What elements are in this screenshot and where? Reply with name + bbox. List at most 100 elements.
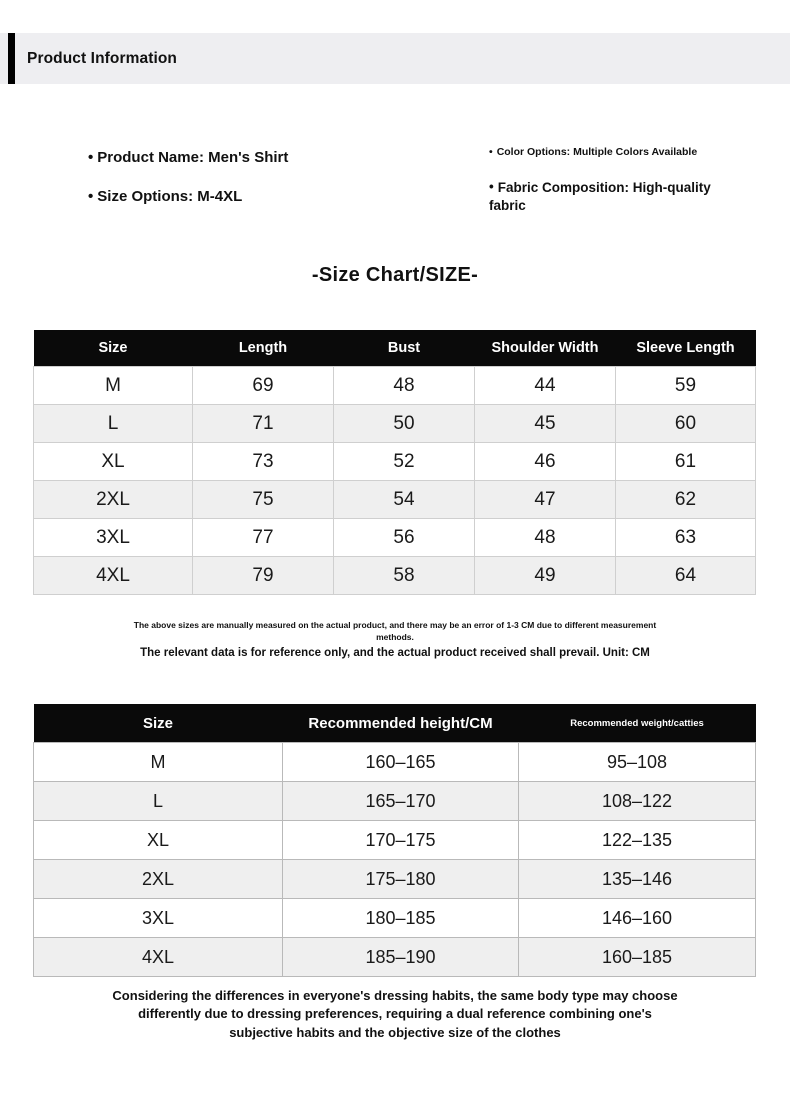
cell-size: XL <box>33 820 283 860</box>
spec-item-label: Color Options: Multiple Colors Available <box>496 146 698 158</box>
spec-item-label: Fabric Composition: High-quality fabric <box>489 180 711 214</box>
column-header-recommended-weight: Recommended weight/catties <box>518 704 756 743</box>
bullet-icon: • <box>88 188 94 206</box>
spec-item-label: Product Name: Men's Shirt <box>97 149 289 166</box>
cell-shoulder-width: 45 <box>474 404 616 443</box>
spec-item-label: Size Options: M-4XL <box>97 188 243 206</box>
size-measurements-table-body: M 69 48 44 59 L 71 50 45 60 XL 73 52 46 … <box>33 366 756 595</box>
cell-recommended-height: 185–190 <box>282 937 519 977</box>
cell-size: M <box>33 742 283 782</box>
page-title: Product Information <box>27 49 178 67</box>
table-row: L 71 50 45 60 <box>33 404 756 443</box>
cell-size: M <box>33 366 193 405</box>
measurement-notes: The above sizes are manually measured on… <box>131 619 659 661</box>
cell-bust: 58 <box>333 556 475 595</box>
size-recommendations-table-head: Size Recommended height/CM Recommended w… <box>33 704 756 743</box>
table-row: 2XL 175–180 135–146 <box>33 859 756 899</box>
cell-recommended-height: 180–185 <box>282 898 519 938</box>
table-row: XL 73 52 46 61 <box>33 442 756 481</box>
table-row: L 165–170 108–122 <box>33 781 756 821</box>
cell-sleeve-length: 61 <box>615 442 756 481</box>
spec-column-left: • Product Name: Men's Shirt • Size Options… <box>88 148 438 227</box>
cell-recommended-weight: 135–146 <box>518 859 756 899</box>
cell-shoulder-width: 47 <box>474 480 616 519</box>
cell-recommended-weight: 146–160 <box>518 898 756 938</box>
cell-size: XL <box>33 442 193 481</box>
column-header-size: Size <box>33 704 283 743</box>
cell-recommended-height: 165–170 <box>282 781 519 821</box>
table-row: M 160–165 95–108 <box>33 742 756 782</box>
spec-item-product-name: • Product Name: Men's Shirt <box>88 148 438 168</box>
cell-size: 3XL <box>33 898 283 938</box>
bullet-icon: • <box>489 179 494 195</box>
page-header: Product Information <box>0 33 790 84</box>
table-row: M 69 48 44 59 <box>33 366 756 405</box>
cell-length: 71 <box>192 404 334 443</box>
table-row: 3XL 180–185 146–160 <box>33 898 756 938</box>
cell-recommended-height: 175–180 <box>282 859 519 899</box>
table-row: 4XL 79 58 49 64 <box>33 556 756 595</box>
cell-recommended-height: 170–175 <box>282 820 519 860</box>
cell-recommended-weight: 108–122 <box>518 781 756 821</box>
measurement-error-note: The above sizes are manually measured on… <box>133 620 657 643</box>
cell-size: 2XL <box>33 859 283 899</box>
cell-recommended-weight: 160–185 <box>518 937 756 977</box>
column-header-shoulder-width: Shoulder Width <box>474 330 616 367</box>
cell-bust: 54 <box>333 480 475 519</box>
cell-sleeve-length: 60 <box>615 404 756 443</box>
cell-shoulder-width: 49 <box>474 556 616 595</box>
cell-bust: 48 <box>333 366 475 405</box>
column-header-size: Size <box>33 330 193 367</box>
spec-item-fabric-composition: • Fabric Composition: High-quality fabric <box>489 178 739 215</box>
table-header-row: Size Recommended height/CM Recommended w… <box>33 704 756 743</box>
cell-bust: 56 <box>333 518 475 557</box>
column-header-length: Length <box>192 330 334 367</box>
table-header-row: Size Length Bust Shoulder Width Sleeve L… <box>33 330 756 367</box>
cell-length: 75 <box>192 480 334 519</box>
cell-sleeve-length: 59 <box>615 366 756 405</box>
size-measurements-table: Size Length Bust Shoulder Width Sleeve L… <box>33 330 756 595</box>
reference-only-note: The relevant data is for reference only,… <box>140 646 650 659</box>
column-header-recommended-height: Recommended height/CM <box>282 704 519 743</box>
bullet-icon: • <box>489 146 493 158</box>
cell-size: L <box>33 404 193 443</box>
column-header-sleeve-length: Sleeve Length <box>615 330 756 367</box>
cell-length: 69 <box>192 366 334 405</box>
size-chart-title: -Size Chart/SIZE- <box>311 264 479 286</box>
table-row: 4XL 185–190 160–185 <box>33 937 756 977</box>
cell-shoulder-width: 48 <box>474 518 616 557</box>
cell-bust: 52 <box>333 442 475 481</box>
cell-length: 73 <box>192 442 334 481</box>
fit-guidance-note: Considering the differences in everyone'… <box>112 988 678 1040</box>
spec-column-right: • Color Options: Multiple Colors Availabl… <box>489 145 739 216</box>
cell-shoulder-width: 46 <box>474 442 616 481</box>
header-accent-bar <box>8 33 15 84</box>
table-row: 2XL 75 54 47 62 <box>33 480 756 519</box>
cell-recommended-height: 160–165 <box>282 742 519 782</box>
size-recommendations-table-body: M 160–165 95–108 L 165–170 108–122 XL 17… <box>33 742 756 977</box>
cell-length: 79 <box>192 556 334 595</box>
cell-bust: 50 <box>333 404 475 443</box>
cell-shoulder-width: 44 <box>474 366 616 405</box>
column-header-bust: Bust <box>333 330 475 367</box>
cell-length: 77 <box>192 518 334 557</box>
cell-recommended-weight: 122–135 <box>518 820 756 860</box>
bullet-icon: • <box>88 149 94 166</box>
cell-sleeve-length: 62 <box>615 480 756 519</box>
size-measurements-table-head: Size Length Bust Shoulder Width Sleeve L… <box>33 330 756 367</box>
cell-size: 3XL <box>33 518 193 557</box>
cell-size: 4XL <box>33 937 283 977</box>
page-header-band <box>0 33 790 84</box>
cell-recommended-weight: 95–108 <box>518 742 756 782</box>
cell-size: L <box>33 781 283 821</box>
product-specs: • Product Name: Men's Shirt • Size Options… <box>0 140 790 230</box>
cell-size: 2XL <box>33 480 193 519</box>
cell-size: 4XL <box>33 556 193 595</box>
spec-item-color-options: • Color Options: Multiple Colors Availabl… <box>489 145 739 159</box>
table-row: XL 170–175 122–135 <box>33 820 756 860</box>
table-row: 3XL 77 56 48 63 <box>33 518 756 557</box>
cell-sleeve-length: 63 <box>615 518 756 557</box>
size-recommendations-table: Size Recommended height/CM Recommended w… <box>33 704 756 977</box>
cell-sleeve-length: 64 <box>615 556 756 595</box>
spec-item-size-options: • Size Options: M-4XL <box>88 187 438 207</box>
